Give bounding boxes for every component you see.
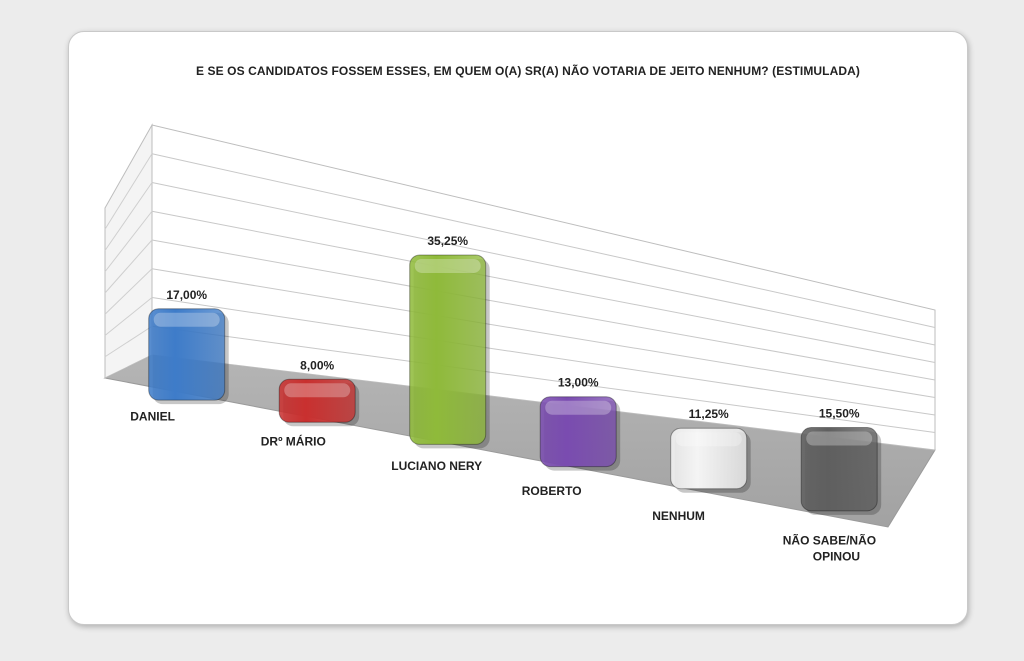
- chart-side-wall: [104, 123, 153, 379]
- chart-title: E SE OS CANDIDATOS FOSSEM ESSES, EM QUEM…: [196, 64, 861, 78]
- bar-body: [800, 427, 878, 512]
- data-label: 35,25%: [427, 234, 468, 248]
- bar-5: [800, 427, 882, 515]
- side-gridline: [104, 297, 153, 336]
- bar-highlight: [545, 400, 612, 415]
- data-label: 11,25%: [689, 407, 729, 421]
- bar-body: [148, 308, 226, 401]
- bar-highlight: [806, 431, 873, 446]
- bar-2: [409, 254, 490, 449]
- bar-body: [278, 378, 356, 423]
- bar-1: [278, 378, 360, 427]
- category-label: LUCIANO NERY: [391, 459, 482, 473]
- category-label: NENHUM: [652, 509, 705, 523]
- gridline: [151, 153, 936, 328]
- bar-highlight: [153, 312, 220, 327]
- bar-3: [539, 396, 621, 471]
- bar-highlight: [675, 432, 742, 447]
- bar-highlight: [414, 258, 481, 273]
- gridline: [151, 325, 936, 433]
- category-label: ROBERTO: [522, 484, 582, 498]
- bar-highlight: [284, 383, 351, 398]
- bar-0: [148, 308, 229, 405]
- gridline: [151, 239, 936, 381]
- bar-body: [539, 396, 617, 468]
- side-gridline: [104, 153, 153, 230]
- category-label: DRº MÁRIO: [261, 433, 326, 448]
- chart-labels: 17,00% DANIEL 8,00% DRº MÁRIO 35,25% LUCIANO …: [130, 234, 876, 564]
- gridline: [151, 297, 936, 416]
- side-gridline: [104, 182, 153, 251]
- gridline: [151, 268, 936, 398]
- data-label: 13,00%: [558, 376, 599, 390]
- data-label: 17,00%: [166, 288, 207, 302]
- category-label: DANIEL: [130, 409, 175, 423]
- side-gridline: [104, 210, 153, 273]
- chart-bars: [148, 254, 882, 515]
- bar-body: [670, 427, 748, 490]
- gridline: [151, 182, 936, 346]
- data-label: 15,50%: [819, 407, 860, 421]
- gridline: [151, 210, 936, 363]
- data-label: 8,00%: [300, 358, 334, 372]
- side-gridline: [104, 268, 153, 315]
- side-gridline: [104, 239, 153, 294]
- side-gridline: [104, 325, 153, 358]
- bar-4: [670, 427, 751, 493]
- bar-body: [409, 254, 487, 445]
- category-label: NÃO SABE/NÃO OPINOU: [783, 533, 876, 564]
